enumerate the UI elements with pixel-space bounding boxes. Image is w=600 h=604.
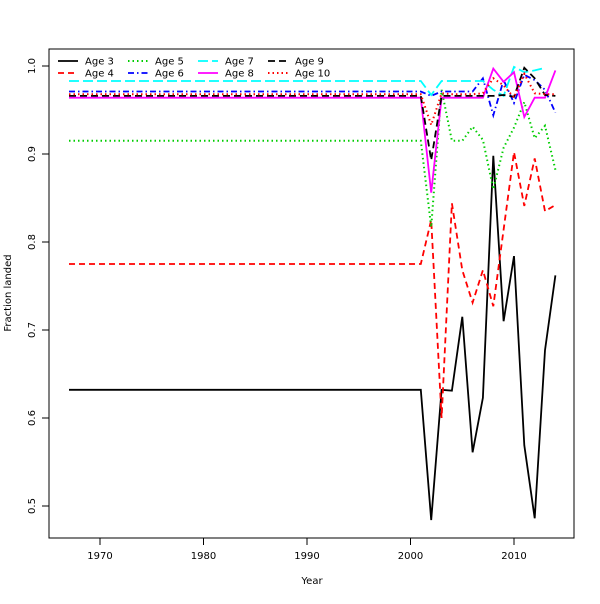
x-tick-label: 2010 [501,551,526,562]
y-axis-label: Fraction landed [3,254,14,331]
legend-label: Age 4 [85,69,114,80]
legend-label: Age 8 [225,69,254,80]
x-tick-label: 1980 [191,551,216,562]
y-tick-label: 0.8 [27,234,38,250]
series-line-age-6 [69,73,557,119]
series-line-age-5 [69,89,557,228]
x-tick-label: 2000 [398,551,423,562]
legend-label: Age 7 [225,57,254,68]
series-line-age-8 [69,66,557,193]
series-line-age-4 [69,152,556,419]
x-axis-label: Year [300,576,323,587]
y-tick-label: 0.5 [27,498,38,514]
x-tick-label: 1990 [294,551,319,562]
y-tick-label: 0.9 [27,146,38,162]
x-tick-label: 1970 [87,551,112,562]
y-tick-label: 0.6 [27,410,38,426]
series-line-age-3 [69,155,557,521]
legend-label: Age 5 [155,57,184,68]
legend-label: Age 3 [85,57,114,68]
series-line-age-9 [69,66,556,161]
legend-label: Age 9 [295,57,324,68]
series-line-age-7 [69,65,546,98]
y-tick-label: 1.0 [27,58,38,74]
legend-label: Age 6 [155,69,184,80]
y-tick-label: 0.7 [27,322,38,338]
plot-frame [48,48,575,539]
series-line-age-10 [69,71,556,129]
legend-label: Age 10 [295,69,330,80]
